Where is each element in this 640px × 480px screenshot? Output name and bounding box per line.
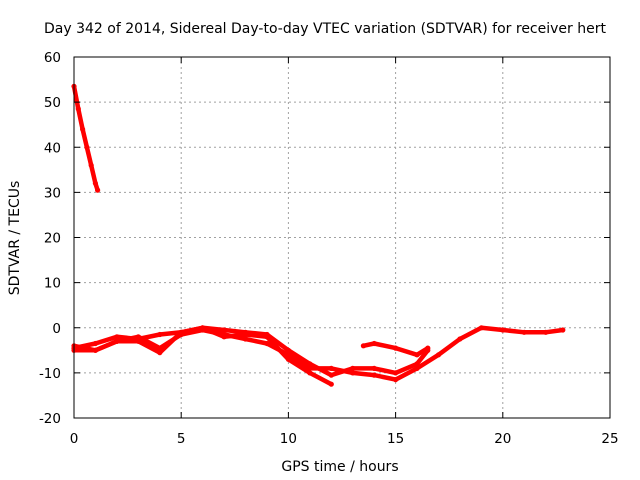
data-point (242, 336, 249, 342)
data-point (264, 340, 270, 347)
y-tick-label: -20 (39, 411, 61, 427)
data-point (157, 350, 163, 356)
data-point (285, 356, 291, 362)
y-axis-label: SDTVAR / TECUs (7, 181, 23, 296)
data-point (328, 365, 334, 371)
data-point (350, 370, 356, 376)
data-point (178, 329, 184, 335)
x-tick-label: 5 (177, 431, 186, 447)
x-tick-label: 20 (494, 431, 511, 447)
data-point (328, 372, 334, 378)
axis-ticks: 0 5 10 15 20 25 -20 -10 0 10 20 30 40 50 60 (39, 50, 619, 447)
data-point (521, 329, 527, 335)
data-point (560, 327, 566, 333)
data-point (360, 343, 366, 349)
data-point (114, 338, 120, 344)
x-tick-label: 25 (601, 431, 618, 447)
data-point (92, 340, 98, 347)
data-point (84, 144, 90, 150)
data-point (114, 334, 120, 340)
grid (74, 57, 610, 418)
x-tick-label: 10 (280, 431, 297, 447)
data-point (135, 338, 141, 344)
x-axis-label: GPS time / hours (281, 459, 398, 475)
x-tick-label: 15 (387, 431, 404, 447)
data-point (95, 187, 101, 193)
data-point (75, 106, 81, 112)
data-point (425, 345, 431, 351)
y-tick-label: 30 (44, 185, 61, 201)
data-point (543, 329, 549, 335)
data-point (80, 126, 86, 132)
data-point (221, 327, 227, 333)
data-point (435, 352, 442, 358)
series-line-track-b (71, 325, 566, 382)
data-point (88, 162, 94, 168)
data-point (92, 180, 98, 186)
data-point (350, 365, 356, 371)
data-point (371, 372, 377, 378)
data-point (457, 336, 463, 342)
data-point (92, 347, 98, 353)
data-point (307, 370, 313, 376)
data-point (393, 377, 399, 383)
y-tick-label: 10 (44, 276, 61, 292)
data-point (328, 381, 334, 387)
data-point (393, 370, 399, 376)
data-point (393, 345, 399, 351)
data-point (242, 331, 249, 338)
y-tick-label: 50 (44, 95, 61, 111)
data-point (371, 340, 377, 347)
data-point (200, 325, 206, 331)
data-point (264, 334, 270, 340)
y-tick-label: 40 (44, 140, 61, 156)
data-point (221, 334, 227, 340)
data-point (414, 365, 420, 371)
y-tick-label: 60 (44, 50, 61, 66)
x-tick-label: 0 (70, 431, 79, 447)
y-tick-label: -10 (39, 366, 61, 382)
data-point (371, 365, 377, 371)
y-tick-label: 20 (44, 231, 61, 247)
data-point (157, 331, 163, 338)
data-point (478, 325, 484, 331)
y-tick-label: 0 (52, 321, 61, 337)
data-point (414, 352, 420, 358)
data-series (71, 83, 566, 387)
data-point (500, 327, 506, 333)
data-point (135, 334, 141, 340)
chart-title: Day 342 of 2014, Sidereal Day-to-day VTE… (44, 21, 606, 37)
